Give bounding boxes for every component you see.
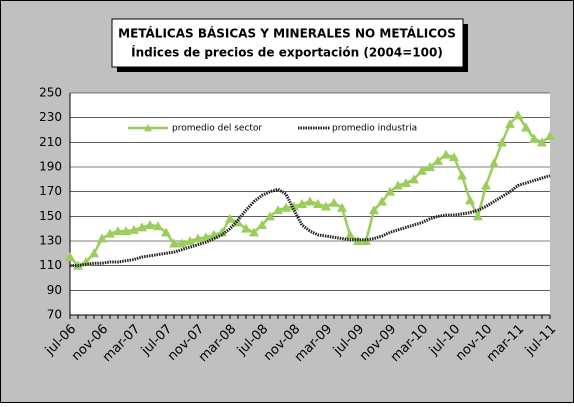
marker: [409, 174, 419, 184]
marker: [473, 211, 483, 221]
marker: [345, 229, 355, 239]
marker: [105, 228, 115, 238]
marker: [169, 238, 179, 248]
y-tick-label: 130: [39, 234, 62, 248]
marker: [145, 219, 155, 229]
chart-title: METÁLICAS BÁSICAS Y MINERALES NO METÁLIC…: [118, 26, 456, 41]
marker: [305, 196, 315, 206]
marker: [521, 122, 531, 132]
marker: [497, 137, 507, 147]
marker: [489, 158, 499, 168]
marker: [129, 224, 139, 234]
marker: [481, 180, 491, 190]
marker: [265, 211, 275, 221]
marker: [185, 236, 195, 245]
y-tick-label: 110: [39, 258, 62, 272]
marker: [65, 252, 75, 262]
marker: [137, 222, 147, 232]
marker: [89, 248, 99, 258]
marker: [337, 202, 347, 212]
legend-label: promedio industria: [332, 124, 417, 134]
marker: [537, 137, 547, 147]
legend-label: promedio del sector: [172, 124, 262, 134]
marker: [417, 165, 427, 175]
y-tick-label: 150: [39, 209, 62, 223]
marker: [425, 162, 435, 171]
marker: [433, 155, 443, 165]
marker: [457, 170, 467, 180]
marker: [393, 180, 403, 190]
marker: [329, 197, 339, 207]
marker: [177, 238, 187, 248]
y-tick-label: 90: [47, 283, 62, 297]
marker: [369, 205, 379, 215]
y-tick-label: 230: [39, 110, 62, 124]
marker: [249, 227, 259, 237]
marker: [121, 226, 131, 236]
marker: [385, 186, 395, 196]
marker: [321, 201, 331, 211]
y-tick-label: 70: [47, 308, 62, 322]
marker: [281, 202, 291, 212]
marker: [441, 149, 451, 159]
marker: [193, 233, 203, 243]
marker: [257, 219, 267, 229]
marker: [241, 223, 251, 233]
y-tick-label: 190: [39, 160, 62, 174]
series-line: [70, 174, 551, 268]
y-tick-label: 210: [39, 135, 62, 149]
marker: [313, 199, 323, 208]
marker: [545, 131, 555, 141]
marker: [505, 118, 515, 128]
marker: [161, 227, 171, 237]
marker: [401, 178, 411, 188]
marker: [289, 201, 299, 211]
legend-marker: [144, 124, 152, 132]
marker: [449, 152, 459, 162]
chart-subtitle: Índices de precios de exportación (2004=…: [131, 45, 443, 60]
y-tick-label: 170: [39, 184, 62, 198]
marker: [201, 232, 211, 242]
title-box: [111, 18, 464, 68]
marker: [225, 213, 235, 223]
marker: [273, 205, 283, 215]
marker: [97, 233, 107, 243]
marker: [529, 133, 539, 143]
y-tick-label: 250: [39, 86, 62, 100]
marker: [297, 199, 307, 208]
marker: [113, 226, 123, 236]
marker: [513, 110, 523, 120]
marker: [377, 196, 387, 206]
marker: [153, 221, 163, 231]
marker: [465, 195, 475, 205]
